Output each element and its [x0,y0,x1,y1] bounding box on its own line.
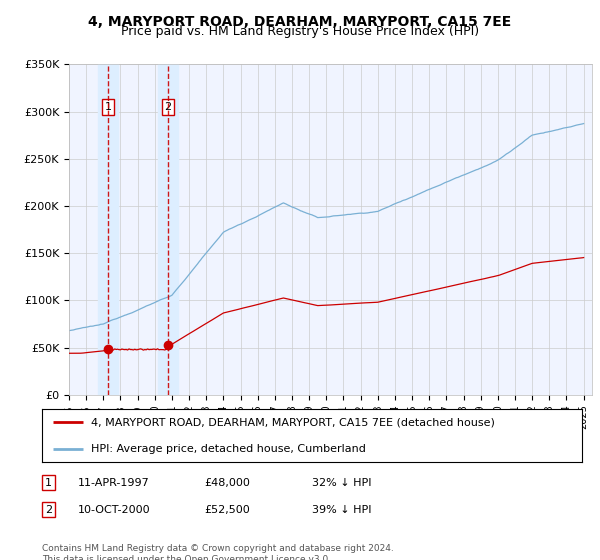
Bar [158,64,178,395]
Bar [98,64,118,395]
Text: £48,000: £48,000 [204,478,250,488]
Text: Contains HM Land Registry data © Crown copyright and database right 2024.
This d: Contains HM Land Registry data © Crown c… [42,544,394,560]
Text: 39% ↓ HPI: 39% ↓ HPI [312,505,371,515]
Text: 1: 1 [45,478,52,488]
Text: 32% ↓ HPI: 32% ↓ HPI [312,478,371,488]
Text: 11-APR-1997: 11-APR-1997 [78,478,150,488]
Text: 2: 2 [164,102,172,112]
Text: 4, MARYPORT ROAD, DEARHAM, MARYPORT, CA15 7EE: 4, MARYPORT ROAD, DEARHAM, MARYPORT, CA1… [88,15,512,29]
Text: 2: 2 [45,505,52,515]
Text: 10-OCT-2000: 10-OCT-2000 [78,505,151,515]
Text: Price paid vs. HM Land Registry's House Price Index (HPI): Price paid vs. HM Land Registry's House … [121,25,479,38]
Text: 1: 1 [104,102,112,112]
Text: 4, MARYPORT ROAD, DEARHAM, MARYPORT, CA15 7EE (detached house): 4, MARYPORT ROAD, DEARHAM, MARYPORT, CA1… [91,417,494,427]
Text: HPI: Average price, detached house, Cumberland: HPI: Average price, detached house, Cumb… [91,444,365,454]
Text: £52,500: £52,500 [204,505,250,515]
